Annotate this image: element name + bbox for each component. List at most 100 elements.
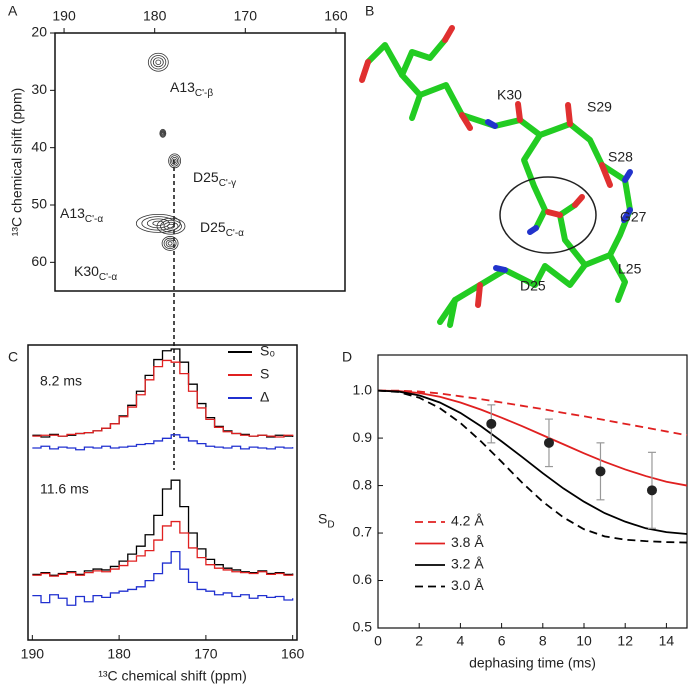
contour-ring xyxy=(172,158,177,164)
peak-label-sub: C'-α xyxy=(85,214,103,225)
contour-ring xyxy=(165,239,175,248)
y-tick-label: 30 xyxy=(31,81,47,97)
legend-label: S xyxy=(260,366,269,382)
panel-label: D xyxy=(342,349,352,365)
data-point xyxy=(595,466,606,477)
y-tick-label: 40 xyxy=(31,138,47,154)
legend-label: Δ xyxy=(260,389,269,405)
curve xyxy=(377,389,688,487)
residue-label: L25 xyxy=(618,261,642,277)
y-axis-label-main: S xyxy=(318,510,327,526)
residue-label: K30 xyxy=(497,87,522,103)
contour-ring xyxy=(146,218,170,229)
residue-label: S28 xyxy=(608,149,633,165)
x-tick-label: 12 xyxy=(617,633,633,649)
x-tick-label: 160 xyxy=(324,8,348,24)
contour-ring xyxy=(167,223,175,229)
peak xyxy=(161,236,179,251)
peak-label-sub: C'-α xyxy=(226,228,244,239)
contour-ring xyxy=(168,153,182,169)
peak-label-sub: C'-α xyxy=(99,272,117,283)
peak-label: A13C'-α xyxy=(60,205,103,225)
contour-ring xyxy=(163,221,179,231)
legend-label: 3.2 Å xyxy=(451,556,484,572)
x-tick-label: 180 xyxy=(143,8,167,24)
x-tick-label: 10 xyxy=(576,633,592,649)
group-label: 11.6 ms xyxy=(40,481,89,497)
contour-ring xyxy=(161,236,179,251)
x-tick-label: 170 xyxy=(234,8,258,24)
legend-label: 3.0 Å xyxy=(451,577,484,593)
residue-label: S29 xyxy=(587,99,612,115)
legend-label: 3.8 Å xyxy=(451,534,484,550)
peak-label-sub: C'-γ xyxy=(219,178,236,189)
x-tick-label: 0 xyxy=(374,633,382,649)
plot-frame xyxy=(27,344,298,641)
group-label: 8.2 ms xyxy=(40,373,82,389)
peak-label-main: A13 xyxy=(170,79,195,95)
contour-ring xyxy=(156,217,186,235)
x-tick-label: 170 xyxy=(194,646,218,662)
molecule xyxy=(359,25,633,328)
contour-ring xyxy=(163,237,177,250)
contour-ring xyxy=(159,128,167,138)
plot-frame xyxy=(377,354,688,629)
data-point xyxy=(646,485,657,496)
y-tick-label: 0.5 xyxy=(353,619,373,635)
x-tick-label: 190 xyxy=(21,646,45,662)
x-tick-label: 6 xyxy=(498,633,506,649)
peak xyxy=(168,153,182,169)
contour-ring xyxy=(160,219,182,233)
contour-ring xyxy=(160,130,165,136)
curve xyxy=(377,389,688,535)
peak-label-main: A13 xyxy=(60,205,85,221)
peak-label-sub: C'-β xyxy=(195,88,213,99)
x-axis-label: dephasing time (ms) xyxy=(469,655,596,671)
contour-ring xyxy=(155,59,162,65)
y-tick-label: 0.7 xyxy=(353,524,373,540)
plot-frame xyxy=(54,32,346,292)
y-tick-label: 20 xyxy=(31,24,47,40)
contour-ring xyxy=(171,156,179,165)
y-tick-label: 0.9 xyxy=(353,429,373,445)
x-tick-label: 180 xyxy=(107,646,131,662)
peak-label: K30C'-α xyxy=(74,263,117,283)
peak-label: D25C'-γ xyxy=(193,169,236,189)
x-tick-label: 14 xyxy=(659,633,675,649)
y-tick-label: 60 xyxy=(31,253,47,269)
peak-label: A13C'-β xyxy=(170,79,213,99)
spectrum xyxy=(32,434,294,451)
data-point xyxy=(486,418,497,429)
peak xyxy=(159,128,167,138)
residue-label: D25 xyxy=(520,278,546,294)
legend-label: 4.2 Å xyxy=(451,513,484,529)
peak-label: D25C'-α xyxy=(200,219,244,239)
y-tick-label: 0.6 xyxy=(353,571,373,587)
peak xyxy=(147,52,169,72)
contour-ring xyxy=(169,155,180,167)
y-tick-label: 0.8 xyxy=(353,476,373,492)
curve xyxy=(378,389,688,437)
panel-label: A xyxy=(8,3,18,19)
data-point xyxy=(543,437,554,448)
y-tick-label: 50 xyxy=(31,196,47,212)
y-axis-label-sub: D xyxy=(327,519,334,530)
contour-ring xyxy=(167,241,173,246)
x-tick-label: 160 xyxy=(281,646,305,662)
contour-ring xyxy=(150,55,167,70)
x-tick-label: 190 xyxy=(52,8,76,24)
contour-ring xyxy=(160,129,166,137)
contour-ring xyxy=(152,57,164,68)
peak-label-main: D25 xyxy=(193,169,219,185)
contour-ring xyxy=(161,131,164,135)
x-tick-label: 8 xyxy=(539,633,547,649)
spectrum xyxy=(32,359,294,438)
residue-label: G27 xyxy=(620,209,647,225)
panel-label: B xyxy=(365,3,374,19)
peak-label-main: K30 xyxy=(74,263,99,279)
contour-ring xyxy=(147,52,169,72)
y-axis-label: SD xyxy=(318,510,335,530)
x-axis-label: ¹³C chemical shift (ppm) xyxy=(98,668,247,684)
curve xyxy=(377,389,688,544)
